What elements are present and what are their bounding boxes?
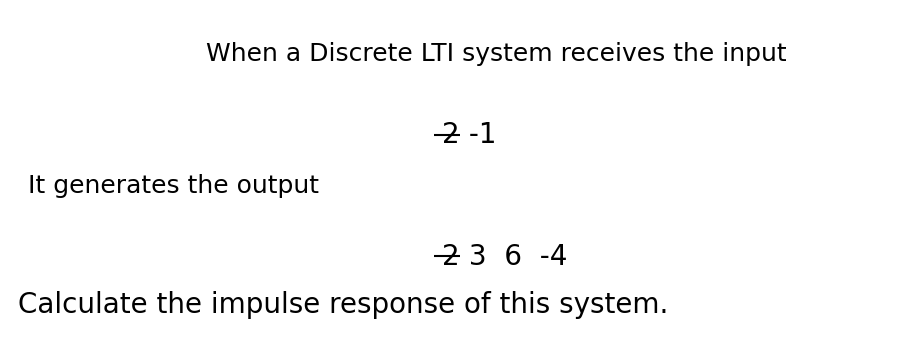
Text: 3  6  -4: 3 6 -4	[460, 243, 567, 271]
Text: 2: 2	[442, 121, 460, 150]
Text: Calculate the impulse response of this system.: Calculate the impulse response of this s…	[18, 291, 668, 319]
Text: It generates the output: It generates the output	[28, 174, 318, 197]
Text: -1: -1	[460, 121, 496, 150]
Text: When a Discrete LTI system receives the input: When a Discrete LTI system receives the …	[206, 42, 787, 66]
Text: 2: 2	[442, 243, 460, 271]
